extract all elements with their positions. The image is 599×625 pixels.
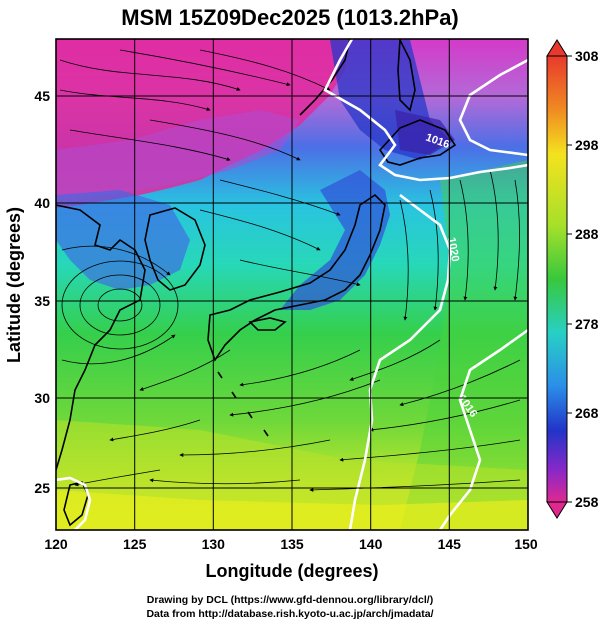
credit-drawing: Drawing by DCL (https://www.gfd-dennou.o… [147, 594, 433, 606]
wind-streamlines [59, 49, 521, 492]
x-tick-label: 145 [438, 536, 462, 552]
x-axis-label: Longitude (degrees) [205, 561, 378, 581]
y-tick-label: 35 [34, 293, 50, 309]
map-title: MSM 15Z09Dec2025 (1013.2hPa) [121, 5, 459, 30]
y-tick-label: 30 [34, 390, 50, 406]
coastlines [56, 39, 457, 527]
credit-data: Data from http://database.rish.kyoto-u.a… [146, 608, 433, 620]
y-tick-label: 40 [34, 195, 50, 211]
y-axis-label: Latitude (degrees) [4, 207, 24, 363]
colorbar-max-arrow [546, 39, 568, 57]
x-tick-label: 130 [202, 536, 226, 552]
y-tick-label: 25 [34, 480, 50, 496]
y-axis: 25 30 35 40 45 Latitude (degrees) [4, 88, 50, 496]
x-tick-label: 140 [359, 536, 383, 552]
colorbar: 308 298 288 278 268 258 [546, 39, 599, 519]
colorbar-tick-label: 288 [575, 226, 599, 242]
y-tick-label: 45 [34, 88, 50, 104]
x-tick-label: 125 [123, 536, 147, 552]
graticule [56, 39, 528, 530]
plot-frame [55, 38, 529, 531]
x-tick-label: 120 [44, 536, 68, 552]
x-axis: 120 125 130 135 140 145 150 Longitude (d… [44, 536, 538, 581]
colorbar-tick-label: 278 [575, 316, 599, 332]
colorbar-tick-label: 268 [575, 405, 599, 421]
colorbar-min-arrow [546, 501, 568, 519]
colorbar-tick-label: 258 [575, 494, 599, 510]
x-tick-label: 135 [280, 536, 304, 552]
colorbar-tick-label: 298 [575, 137, 599, 153]
isobars [56, 39, 528, 530]
x-tick-label: 150 [514, 536, 538, 552]
colorbar-tick-label: 308 [575, 48, 599, 64]
